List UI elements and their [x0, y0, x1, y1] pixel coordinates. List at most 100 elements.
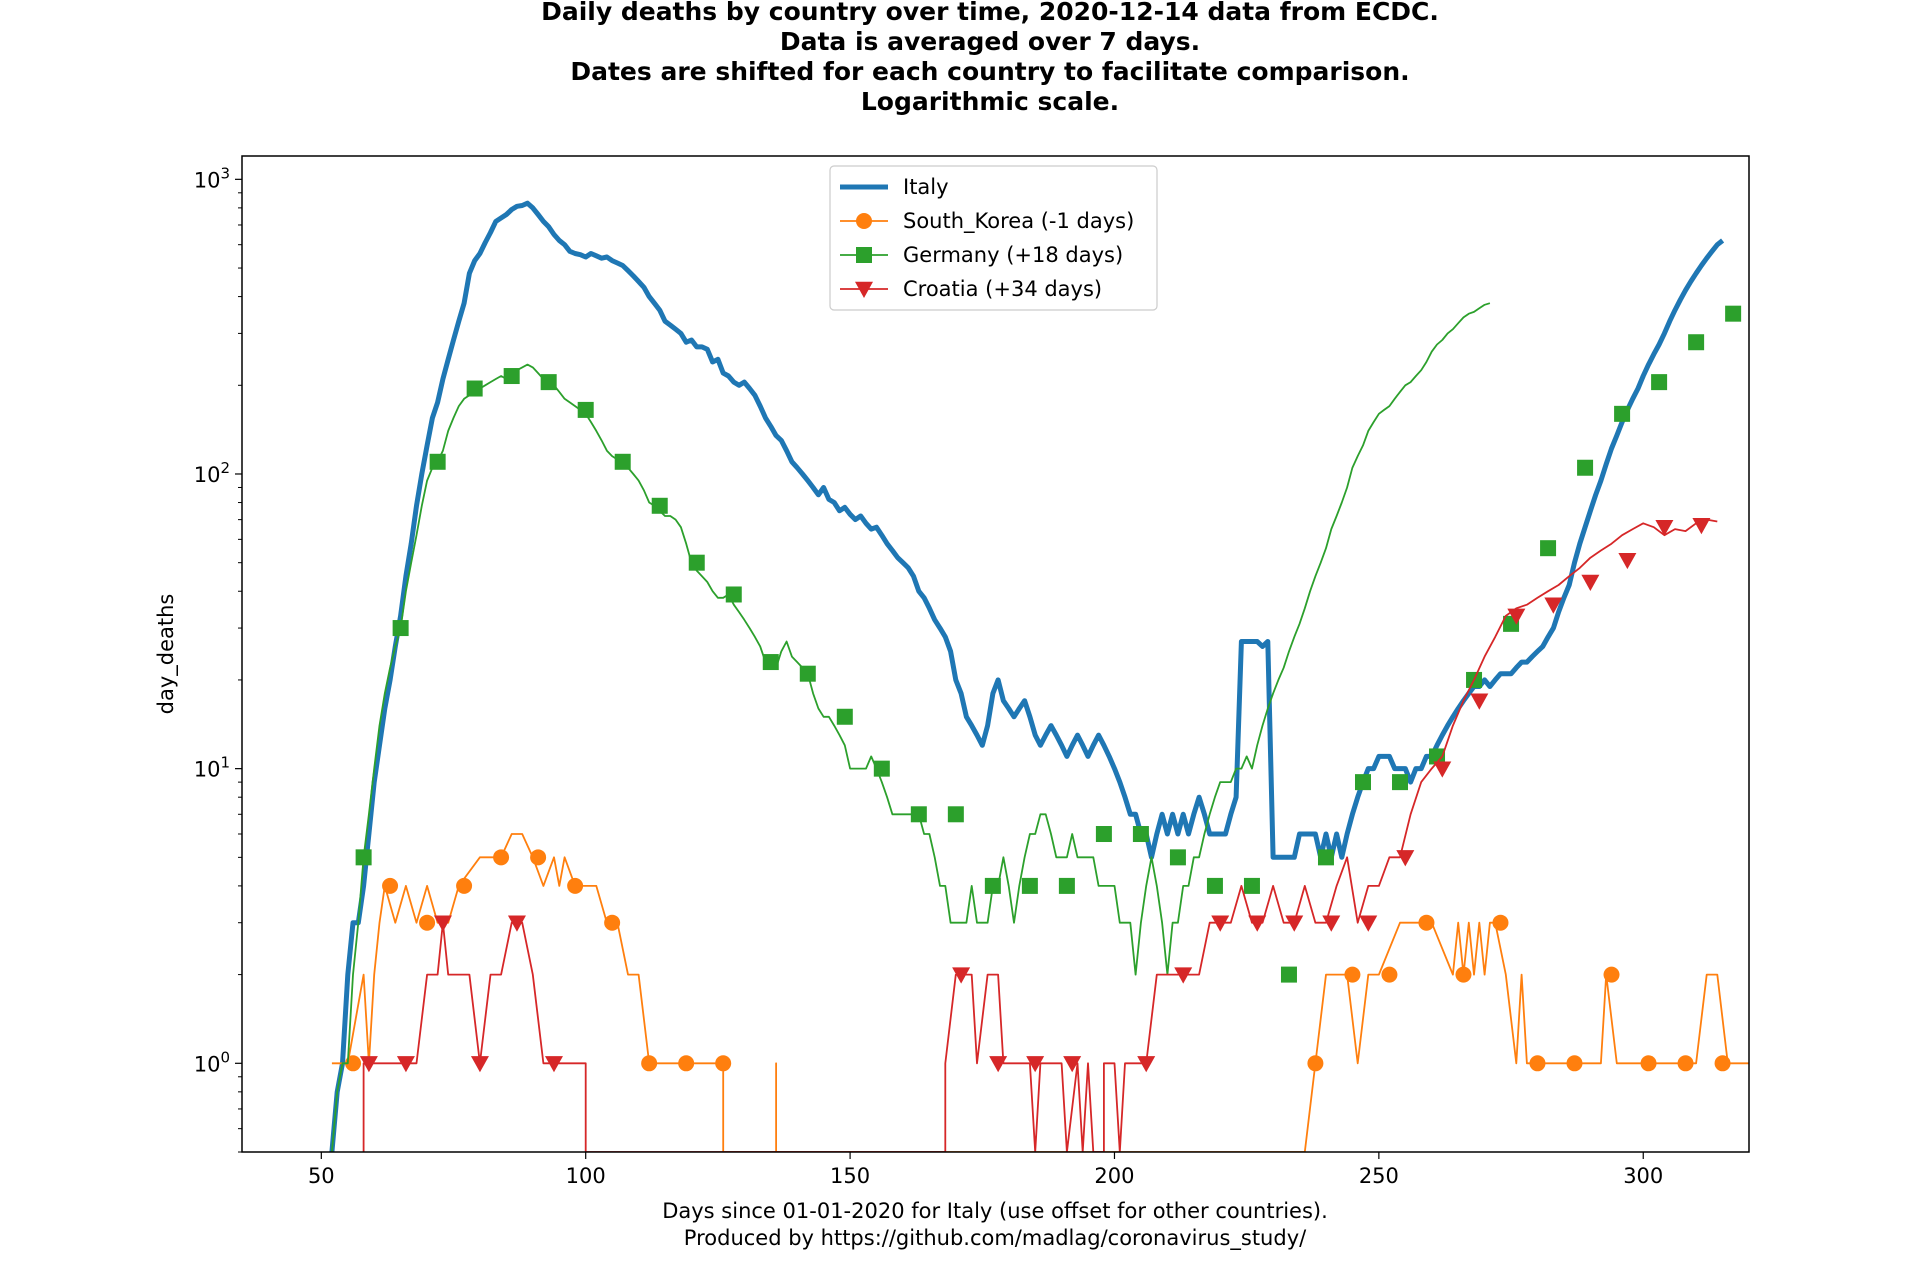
data-point-germany [910, 806, 927, 823]
x-tick-label: 100 [566, 1164, 606, 1188]
series-italy [329, 200, 1725, 1152]
data-point-germany [1095, 826, 1112, 843]
data-point-croatia [544, 1056, 563, 1073]
data-point-germany [1688, 334, 1705, 351]
series-layer [329, 200, 1749, 1152]
x-tick-label: 300 [1623, 1164, 1663, 1188]
y-tick-label: 103 [194, 164, 230, 192]
plot-frame [241, 155, 1750, 1153]
x-tick-label: 50 [308, 1164, 335, 1188]
data-point-south-korea [1603, 966, 1620, 983]
data-point-south-korea [1344, 966, 1361, 983]
data-point-germany [1021, 877, 1038, 894]
y-tick-label: 100 [194, 1048, 230, 1076]
data-point-germany [1280, 966, 1297, 983]
data-point-south-korea [1714, 1055, 1731, 1072]
data-point-germany [355, 849, 372, 866]
y-tick-base: 10 [194, 168, 221, 192]
data-point-croatia [1359, 915, 1378, 932]
x-tick-label: 250 [1359, 1164, 1399, 1188]
data-point-germany [1651, 374, 1668, 391]
data-point-croatia [470, 1056, 489, 1073]
title-line-2: Data is averaged over 7 days. [780, 27, 1200, 56]
data-point-croatia [1322, 915, 1341, 932]
data-point-germany [651, 497, 668, 514]
data-point-south-korea [1455, 966, 1472, 983]
data-point-germany [540, 374, 557, 391]
y-tick-exponent: 1 [220, 754, 230, 772]
legend-label: South_Korea (-1 days) [903, 209, 1134, 234]
data-point-germany [1577, 459, 1594, 476]
data-point-south-korea [1307, 1055, 1324, 1072]
data-point-germany [873, 760, 890, 777]
data-point-south-korea [493, 849, 510, 866]
data-point-germany [688, 554, 705, 571]
y-tick-exponent: 0 [220, 1048, 230, 1066]
data-point-croatia [1211, 915, 1230, 932]
title-line-1: Daily deaths by country over time, 2020-… [541, 0, 1439, 26]
data-point-germany [799, 665, 816, 682]
y-tick-base: 10 [194, 463, 221, 487]
data-point-croatia [433, 915, 452, 932]
y-tick-base: 10 [194, 758, 221, 782]
data-point-croatia [1285, 915, 1304, 932]
legend-marker [855, 281, 873, 298]
data-point-south-korea [1640, 1055, 1657, 1072]
series-germany [331, 302, 1742, 1152]
data-point-croatia [1581, 574, 1600, 591]
data-point-croatia [1544, 597, 1563, 614]
data-point-croatia [952, 967, 971, 984]
data-point-germany [762, 654, 779, 671]
legend-label: Italy [903, 175, 949, 199]
chart-title: Daily deaths by country over time, 2020-… [541, 0, 1439, 116]
y-axis-label: day_deaths [154, 594, 179, 715]
data-point-croatia [396, 1056, 415, 1073]
title-line-3: Dates are shifted for each country to fa… [570, 57, 1409, 86]
data-point-germany [1354, 774, 1371, 791]
legend-label: Germany (+18 days) [903, 243, 1123, 267]
data-point-germany [1243, 877, 1260, 894]
series-south-korea [331, 833, 1749, 1152]
data-point-germany [392, 620, 409, 637]
data-point-germany [1206, 877, 1223, 894]
data-point-germany [466, 380, 483, 397]
data-point-croatia [1618, 552, 1637, 570]
x-tick-label: 150 [830, 1164, 870, 1188]
legend-item-germany: Germany (+18 days) [840, 243, 1123, 267]
series-croatia [359, 518, 1718, 1152]
data-point-germany [836, 708, 853, 725]
data-point-croatia [1470, 693, 1489, 710]
data-point-croatia [1063, 1056, 1082, 1073]
title-line-4: Logarithmic scale. [861, 87, 1119, 116]
data-point-south-korea [604, 914, 621, 931]
x-axis-label-line-1: Days since 01-01-2020 for Italy (use off… [662, 1199, 1328, 1223]
x-axis-label-line-2: Produced by https://github.com/madlag/co… [684, 1226, 1307, 1251]
data-point-south-korea [345, 1055, 362, 1072]
data-point-germany [1392, 774, 1409, 791]
data-point-croatia [1692, 518, 1711, 535]
series-line-south-korea [331, 833, 1749, 1152]
data-point-south-korea [1492, 914, 1509, 931]
legend-box [829, 165, 1158, 311]
data-point-south-korea [456, 877, 473, 894]
legend-item-south-korea: South_Korea (-1 days) [840, 209, 1134, 234]
y-tick-label: 102 [194, 459, 230, 487]
data-point-germany [614, 453, 631, 470]
data-point-south-korea [1677, 1055, 1694, 1072]
data-point-germany [1058, 877, 1075, 894]
data-point-south-korea [715, 1055, 732, 1072]
data-point-croatia [359, 1056, 378, 1073]
data-point-germany [1169, 849, 1186, 866]
data-point-germany [1540, 540, 1557, 557]
data-point-south-korea [678, 1055, 695, 1072]
plot-area [329, 200, 1749, 1152]
legend: Italy South_Korea (-1 days) Germany (+18 d… [829, 165, 1158, 311]
data-point-croatia [1174, 967, 1193, 984]
data-point-germany [1725, 305, 1742, 322]
legend-item-croatia: Croatia (+34 days) [840, 277, 1102, 301]
data-point-croatia [507, 915, 526, 932]
data-point-germany [1429, 748, 1446, 765]
series-line-croatia [362, 518, 1718, 1152]
data-point-germany [1614, 405, 1631, 422]
legend-marker [856, 247, 872, 263]
